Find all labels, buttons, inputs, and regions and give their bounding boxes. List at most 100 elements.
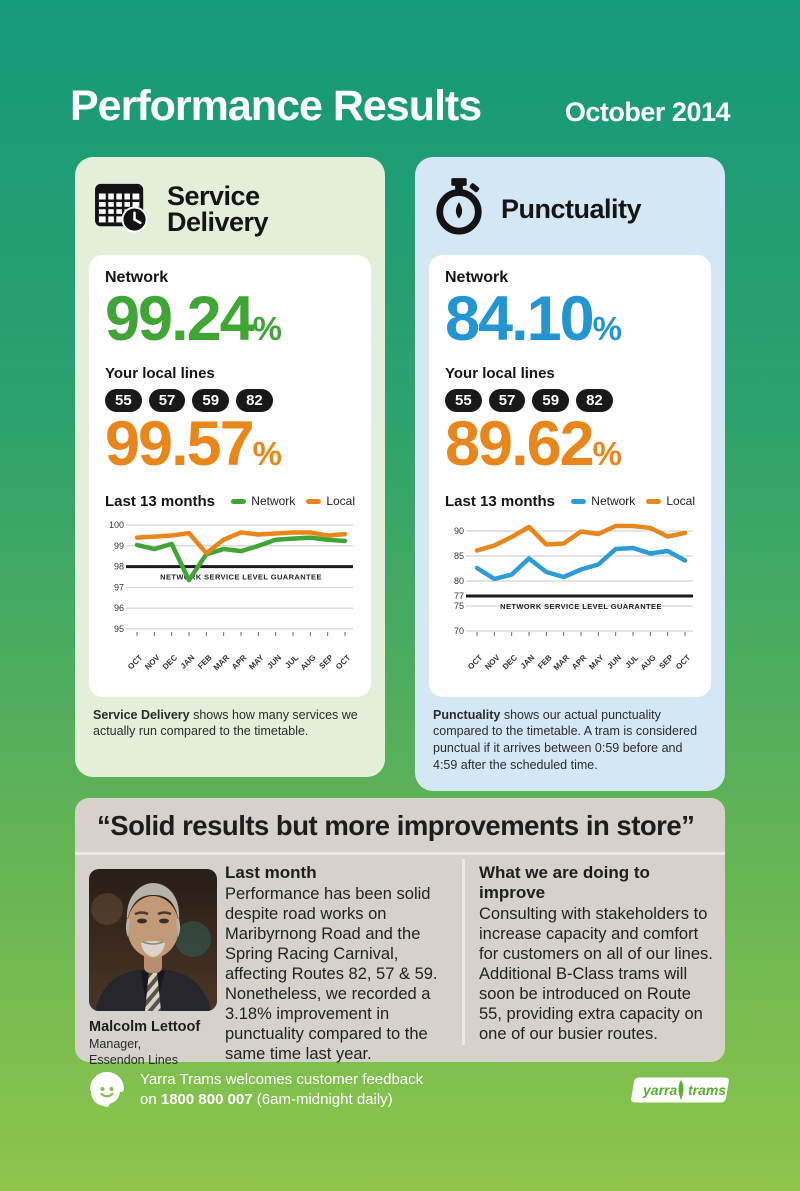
- svg-text:JAN: JAN: [179, 652, 197, 670]
- svg-text:JUN: JUN: [265, 652, 283, 670]
- network-label: Network: [105, 269, 169, 286]
- horizontal-divider: [75, 852, 725, 855]
- svg-text:MAR: MAR: [552, 652, 571, 671]
- punctuality-footnote: Punctuality shows our actual punctuality…: [433, 707, 698, 773]
- svg-text:OCT: OCT: [126, 652, 144, 670]
- svg-text:MAY: MAY: [247, 652, 266, 671]
- service-delivery-footnote: Service Delivery shows how many services…: [93, 707, 358, 739]
- chart-header: Last 13 months Network Local: [445, 493, 695, 510]
- improve-heading: What we are doing to improve: [479, 863, 650, 902]
- network-legend-label: Network: [251, 494, 296, 508]
- network-legend-dash: [571, 498, 587, 504]
- svg-text:97: 97: [114, 582, 124, 592]
- svg-text:MAY: MAY: [587, 652, 606, 671]
- network-legend-dash: [231, 498, 247, 504]
- punctuality-stats: Network 84.10% Your local lines 55 57 59…: [429, 255, 711, 697]
- svg-text:NOV: NOV: [143, 652, 162, 671]
- service-delivery-card: Service Delivery Network 99.24% Your loc…: [75, 157, 385, 777]
- quote-text: “Solid results but more improvements in …: [97, 810, 695, 841]
- network-value: 99.24%: [105, 284, 282, 354]
- card-title: Punctuality: [501, 193, 642, 224]
- svg-text:75: 75: [454, 601, 464, 611]
- last-month-column: Last month Performance has been solid de…: [225, 863, 457, 1065]
- svg-text:AUG: AUG: [639, 653, 658, 672]
- route-badge: 59: [192, 389, 230, 413]
- manager-role: Manager,: [89, 1037, 142, 1051]
- svg-text:NOV: NOV: [483, 652, 502, 671]
- svg-text:99: 99: [114, 540, 124, 550]
- local-legend-dash: [306, 498, 322, 504]
- service-delivery-header: Service Delivery: [89, 171, 371, 245]
- local-lines-label: Your local lines: [445, 365, 555, 383]
- customer-service-headset-icon: [84, 1066, 128, 1115]
- svg-text:70: 70: [454, 626, 464, 636]
- svg-text:MAR: MAR: [212, 652, 231, 671]
- route-badge: 82: [576, 389, 613, 413]
- route-badge: 59: [532, 389, 570, 413]
- svg-text:95: 95: [114, 623, 124, 633]
- commentary-body: Malcolm Lettoof Manager, Essendon Lines …: [75, 855, 725, 1067]
- local-value: 99.57%: [105, 409, 282, 480]
- local-legend-label: Local: [666, 494, 695, 508]
- route-badges: 55 57 59 82: [445, 389, 695, 413]
- svg-text:77: 77: [454, 591, 464, 601]
- svg-text:JUL: JUL: [623, 652, 640, 669]
- svg-text:trams: trams: [688, 1082, 726, 1098]
- svg-text:APR: APR: [230, 652, 248, 670]
- phone-number: 1800 800 007: [160, 1091, 253, 1109]
- svg-text:JAN: JAN: [519, 652, 537, 670]
- page-title: Performance Results: [70, 82, 482, 130]
- service-delivery-chart: 95 96 97 98 99 100 OCT NOV DEC JAN FEB MAR APR MAY JUN…: [105, 512, 355, 687]
- svg-text:OCT: OCT: [466, 652, 484, 670]
- svg-text:SEP: SEP: [657, 652, 675, 670]
- svg-text:85: 85: [454, 551, 464, 561]
- svg-text:JUL: JUL: [283, 652, 300, 669]
- improve-column: What we are doing to improve Consulting …: [479, 863, 715, 1045]
- svg-text:SEP: SEP: [317, 652, 335, 670]
- chart-title: Last 13 months: [445, 492, 556, 510]
- improve-body: Consulting with stakeholders to increase…: [479, 905, 713, 1043]
- manager-profile: Malcolm Lettoof Manager, Essendon Lines: [89, 869, 217, 1067]
- svg-text:AUG: AUG: [299, 653, 318, 672]
- svg-text:OCT: OCT: [674, 652, 692, 670]
- route-badge: 55: [445, 389, 482, 413]
- service-delivery-stats: Network 99.24% Your local lines 55 57 59…: [89, 255, 371, 697]
- network-legend-label: Network: [591, 494, 636, 508]
- network-value: 84.10%: [445, 284, 622, 354]
- timetable-calendar-icon: [93, 181, 151, 238]
- chart-title: Last 13 months: [105, 492, 216, 510]
- punctuality-card: Punctuality Network 84.10% Your local li…: [415, 157, 725, 791]
- route-badges: 55 57 59 82: [105, 389, 355, 413]
- svg-text:80: 80: [454, 576, 464, 586]
- local-legend-label: Local: [326, 494, 355, 508]
- svg-text:DEC: DEC: [501, 652, 519, 670]
- card-title: Service Delivery: [167, 180, 269, 237]
- route-badge: 82: [236, 389, 273, 413]
- punctuality-header: Punctuality: [429, 171, 711, 245]
- yarra-trams-logo: yarra trams: [630, 1076, 730, 1109]
- route-badge: 57: [148, 389, 186, 413]
- network-label: Network: [445, 269, 509, 286]
- vertical-divider: [462, 859, 465, 1045]
- last-month-heading: Last month: [225, 863, 317, 882]
- route-badge: 57: [488, 389, 526, 413]
- chart-legend: Network Local: [225, 494, 355, 508]
- commentary-panel: “Solid results but more improvements in …: [75, 798, 725, 1067]
- manager-org: Essendon Lines: [89, 1053, 178, 1067]
- local-value: 89.62%: [445, 409, 622, 480]
- svg-text:OCT: OCT: [334, 652, 352, 670]
- svg-text:100: 100: [109, 520, 124, 530]
- local-lines-label: Your local lines: [105, 365, 215, 383]
- last-month-body: Performance has been solid despite road …: [225, 885, 438, 1063]
- svg-text:NETWORK SERVICE LEVEL GUARANTE: NETWORK SERVICE LEVEL GUARANTEE: [500, 602, 662, 611]
- manager-name: Malcolm Lettoof: [89, 1019, 201, 1035]
- svg-text:JUN: JUN: [605, 652, 623, 670]
- chart-legend: Network Local: [565, 494, 695, 508]
- stopwatch-icon: [433, 177, 485, 241]
- svg-text:APR: APR: [570, 652, 588, 670]
- svg-text:NETWORK SERVICE LEVEL GUARANTE: NETWORK SERVICE LEVEL GUARANTEE: [160, 572, 322, 581]
- svg-text:FEB: FEB: [536, 652, 554, 670]
